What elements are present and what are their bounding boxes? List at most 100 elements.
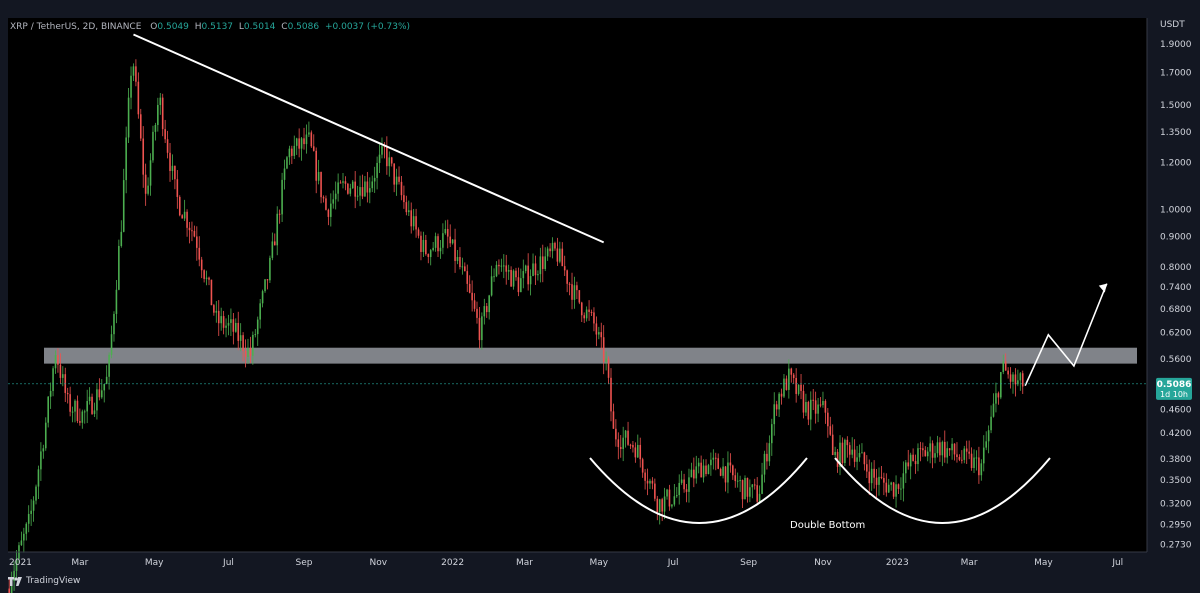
candle bbox=[651, 477, 654, 490]
candle bbox=[444, 220, 447, 235]
candle bbox=[637, 434, 639, 459]
candle-body bbox=[320, 171, 322, 198]
candle bbox=[941, 440, 944, 467]
candle bbox=[76, 395, 79, 424]
candle-body bbox=[522, 271, 525, 279]
candle-body bbox=[122, 180, 125, 232]
x-tick-label: Jul bbox=[1111, 558, 1123, 568]
candle bbox=[809, 391, 812, 431]
candle-body bbox=[390, 157, 393, 164]
candle-body bbox=[344, 181, 347, 184]
candle bbox=[364, 176, 366, 197]
candle bbox=[446, 219, 449, 249]
candle-body bbox=[805, 402, 807, 413]
candle-body bbox=[239, 335, 242, 341]
candle bbox=[785, 375, 788, 391]
candle-body bbox=[498, 264, 500, 267]
candle bbox=[841, 437, 844, 466]
candle-body bbox=[975, 457, 978, 459]
candle-body bbox=[768, 443, 771, 462]
candle-body bbox=[595, 323, 598, 335]
candle-body bbox=[149, 160, 152, 186]
candle-body bbox=[393, 163, 395, 185]
candle-body bbox=[464, 266, 466, 272]
candle-body bbox=[57, 355, 59, 365]
candle bbox=[880, 465, 883, 480]
candle bbox=[259, 298, 261, 329]
candle-body bbox=[634, 447, 637, 458]
candle-body bbox=[615, 428, 617, 440]
candle bbox=[934, 445, 936, 464]
x-tick-label: Jul bbox=[222, 558, 234, 568]
tradingview-brand[interactable]: TradingView bbox=[8, 576, 80, 586]
candle-body bbox=[778, 393, 780, 410]
x-tick-label: 2021 bbox=[9, 558, 32, 568]
candle bbox=[788, 359, 790, 399]
candle bbox=[332, 190, 335, 209]
candle-body bbox=[700, 462, 702, 478]
candle-body bbox=[978, 457, 980, 476]
x-tick-label: Sep bbox=[296, 558, 313, 568]
candle-body bbox=[532, 263, 534, 277]
candle-body bbox=[295, 138, 298, 146]
candle-body bbox=[926, 451, 929, 457]
candle-body bbox=[32, 500, 35, 511]
candle-body bbox=[254, 334, 257, 336]
candle bbox=[824, 399, 827, 424]
candle-body bbox=[707, 465, 710, 475]
candle-body bbox=[627, 430, 629, 445]
candle bbox=[434, 232, 437, 252]
candle-body bbox=[758, 493, 761, 502]
x-tick-label: Sep bbox=[740, 558, 757, 568]
candle bbox=[546, 246, 549, 261]
candle-body bbox=[315, 150, 317, 181]
candle-body bbox=[171, 165, 174, 171]
candle bbox=[978, 446, 980, 484]
candle-body bbox=[308, 132, 310, 135]
candle-body bbox=[602, 337, 605, 362]
candle bbox=[213, 303, 215, 316]
candle bbox=[310, 130, 313, 148]
candle bbox=[130, 66, 132, 110]
candle bbox=[646, 468, 649, 496]
candle-body bbox=[93, 410, 96, 414]
x-tick-label: Nov bbox=[370, 558, 388, 568]
close-value: 0.5086 bbox=[288, 22, 320, 32]
candle-body bbox=[800, 384, 802, 391]
candle-body bbox=[252, 334, 254, 356]
candle-body bbox=[895, 484, 897, 497]
candle bbox=[768, 435, 771, 466]
last-price-tag: 0.5086 1d 10h bbox=[8, 377, 1192, 400]
candle bbox=[62, 366, 64, 387]
candle-body bbox=[429, 250, 432, 258]
candle bbox=[459, 247, 461, 270]
candle-body bbox=[637, 444, 639, 458]
candle-body bbox=[210, 279, 213, 306]
candle bbox=[566, 269, 568, 293]
candle-body bbox=[797, 384, 800, 394]
candle-body bbox=[473, 300, 476, 309]
candle-body bbox=[59, 364, 62, 378]
candle-body bbox=[775, 404, 778, 410]
candle bbox=[739, 475, 741, 492]
candle-body bbox=[987, 430, 990, 442]
candle bbox=[649, 478, 651, 489]
candle-body bbox=[973, 457, 975, 469]
candle bbox=[105, 365, 108, 385]
candle bbox=[1004, 353, 1007, 371]
candle-body bbox=[425, 239, 427, 255]
candle-body bbox=[875, 477, 878, 485]
candle bbox=[476, 301, 478, 324]
candle bbox=[127, 87, 130, 143]
high-value: 0.5137 bbox=[202, 22, 234, 32]
tradingview-label: TradingView bbox=[26, 576, 81, 586]
candle-body bbox=[880, 476, 883, 478]
y-tick-label: 0.8000 bbox=[1160, 263, 1192, 273]
candle bbox=[532, 253, 534, 277]
candle-body bbox=[40, 451, 42, 470]
candle-body bbox=[878, 476, 880, 485]
candle bbox=[654, 478, 656, 502]
candle-body bbox=[863, 452, 866, 465]
candle-body bbox=[432, 247, 434, 251]
